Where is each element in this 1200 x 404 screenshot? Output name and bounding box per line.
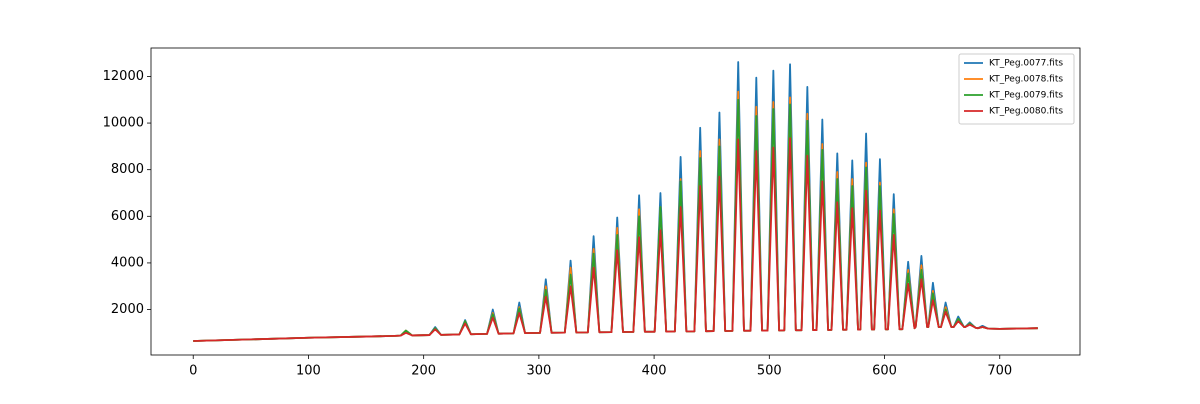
y-tick-label: 12000 xyxy=(103,69,144,84)
legend-label: KT_Peg.0079.fits xyxy=(989,91,1063,101)
plot-frame xyxy=(150,47,1081,356)
y-tick-label: 10000 xyxy=(103,116,144,131)
series-line xyxy=(193,137,1038,342)
x-tick-label: 300 xyxy=(526,364,551,379)
x-tick-label: 600 xyxy=(872,364,897,379)
legend-label: KT_Peg.0077.fits xyxy=(989,59,1063,69)
y-tick-label: 8000 xyxy=(111,162,144,177)
legend-label: KT_Peg.0078.fits xyxy=(989,75,1063,85)
y-tick-label: 6000 xyxy=(111,209,144,224)
x-tick-label: 200 xyxy=(411,364,436,379)
x-tick-label: 500 xyxy=(757,364,782,379)
x-tick-label: 0 xyxy=(189,364,197,379)
y-tick-label: 2000 xyxy=(111,302,144,317)
y-tick-label: 4000 xyxy=(111,255,144,270)
x-tick-label: 100 xyxy=(296,364,321,379)
x-tick-label: 400 xyxy=(642,364,667,379)
x-tick-label: 700 xyxy=(987,364,1012,379)
legend-box xyxy=(958,53,1075,125)
legend-label: KT_Peg.0080.fits xyxy=(989,107,1063,117)
legend: KT_Peg.0077.fits KT_Peg.0078.fits KT_Peg.0… xyxy=(958,53,1075,125)
